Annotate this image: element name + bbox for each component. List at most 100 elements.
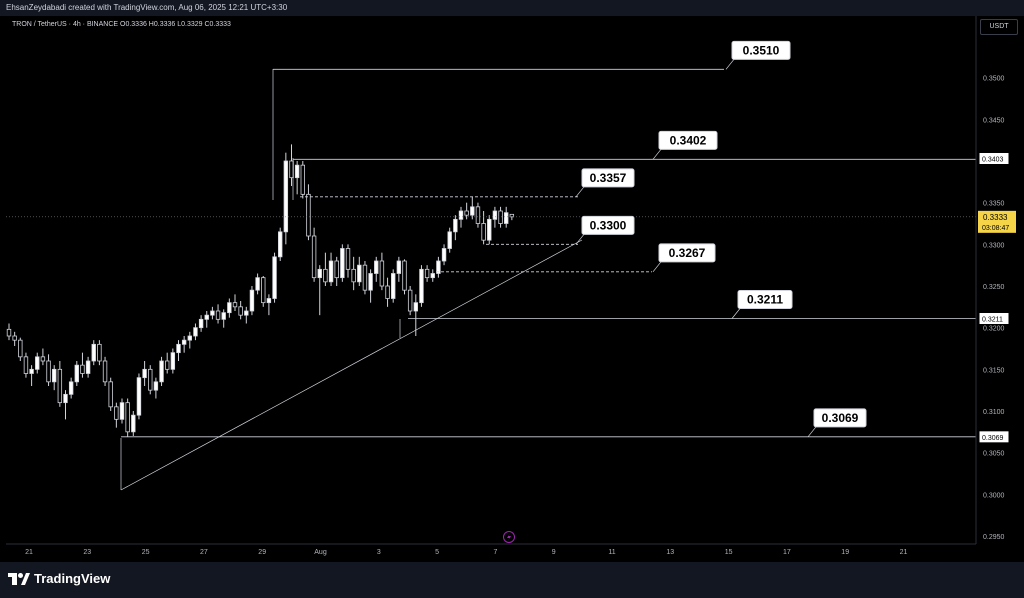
- candle-body: [503, 212, 509, 224]
- tradingview-logo-text: TradingView: [34, 571, 111, 586]
- candle-body: [35, 356, 40, 370]
- candle-body: [266, 298, 272, 304]
- symbol-info: TRON / TetherUS · 4h · BINANCE O0.3336 H…: [12, 21, 231, 28]
- level-label: 0.3267: [658, 243, 716, 263]
- candle-body: [68, 381, 74, 395]
- candle-body: [413, 302, 418, 312]
- candle-body: [102, 360, 108, 383]
- candle-body: [125, 402, 130, 433]
- candle-body: [430, 273, 435, 279]
- level-label-text: 0.3211: [747, 293, 783, 307]
- candle-body: [396, 260, 402, 274]
- candle-body: [238, 306, 243, 316]
- candle-body: [424, 268, 430, 279]
- callout-pointer: [807, 426, 817, 438]
- candle-body: [63, 393, 68, 404]
- current-price-box: [978, 210, 1016, 233]
- candle-body: [272, 256, 277, 299]
- axis-marker: 0.3069: [978, 430, 1010, 444]
- candle-body: [23, 356, 29, 374]
- candle-body: [277, 231, 283, 258]
- candles-layer: [6, 144, 515, 437]
- candle-body: [148, 368, 153, 391]
- callout-pointer: [575, 234, 585, 245]
- lightning-icon-circle: [503, 531, 515, 543]
- candle-body: [306, 193, 311, 237]
- candle-body: [57, 368, 63, 404]
- level-label: 0.3357: [581, 168, 635, 188]
- level-label-text: 0.3069: [822, 411, 859, 425]
- candle-body: [323, 268, 328, 283]
- candle-body: [470, 206, 475, 216]
- candle-body: [509, 213, 515, 218]
- candle-body: [227, 302, 232, 314]
- time-tick-label: 27: [200, 549, 208, 556]
- candle-body: [340, 248, 345, 279]
- price-tick-label: 0.3350: [983, 201, 1005, 208]
- tradingview-logo-icon: [8, 572, 30, 585]
- price-tick-label: 0.3150: [983, 367, 1005, 374]
- candle-body: [345, 248, 351, 270]
- candle-body: [249, 289, 255, 312]
- candle-body: [261, 277, 266, 304]
- time-tick-label: 29: [258, 549, 266, 556]
- candle-body: [317, 268, 322, 279]
- axis-marker-text: 0.3211: [982, 317, 1003, 324]
- trendline: [120, 239, 583, 491]
- axis-marker-box: [978, 152, 1010, 165]
- candle-body: [153, 381, 159, 391]
- candle-body: [475, 206, 481, 224]
- candle-body: [91, 343, 96, 362]
- time-tick-label: 19: [841, 549, 849, 556]
- level-label-text: 0.3357: [590, 171, 627, 185]
- level-label: 0.3402: [658, 130, 718, 150]
- time-tick-label: 7: [493, 549, 497, 556]
- level-label-box: [813, 408, 867, 428]
- time-tick-label: 21: [25, 549, 33, 556]
- current-price-tag: 0.3333 03:08:47: [978, 210, 1016, 233]
- credit-text: EhsanZeydabadi created with TradingView.…: [6, 3, 288, 12]
- price-tick-label: 0.3100: [983, 409, 1005, 416]
- current-price-value: 0.3333: [983, 213, 1008, 222]
- candle-body: [498, 210, 503, 224]
- candle-body: [215, 310, 221, 320]
- candle-body: [187, 335, 192, 341]
- callout-pointer: [731, 308, 741, 319]
- candle-body: [362, 264, 368, 291]
- candle-body: [436, 260, 441, 274]
- candle-body: [108, 381, 113, 408]
- axis-marker-text: 0.3069: [982, 435, 1004, 442]
- candle-body: [18, 339, 23, 358]
- currency-button[interactable]: USDT: [980, 19, 1018, 35]
- candle-body: [164, 360, 170, 370]
- candle-body: [85, 360, 91, 374]
- time-tick-label: 25: [142, 549, 150, 556]
- level-label-text: 0.3402: [670, 133, 707, 147]
- level-label-box: [581, 215, 635, 235]
- callout-pointer: [652, 149, 662, 160]
- candle-body: [204, 314, 209, 320]
- candle-body: [97, 343, 102, 362]
- level-label-box: [658, 243, 716, 263]
- level-label-text: 0.3300: [590, 218, 627, 232]
- price-tick-label: 0.3300: [983, 242, 1005, 249]
- candle-body: [487, 218, 492, 241]
- chart-area[interactable]: [6, 16, 976, 544]
- candle-body: [283, 160, 289, 233]
- axis-marker-box: [978, 312, 1010, 325]
- candle-body: [447, 231, 452, 249]
- candle-body: [12, 335, 17, 341]
- price-tick-label: 0.3450: [983, 117, 1005, 124]
- candle-body: [159, 360, 164, 383]
- candle-body: [210, 310, 215, 316]
- level-label-box: [737, 290, 793, 309]
- candle-body: [131, 414, 136, 433]
- candle-body: [193, 327, 198, 337]
- time-tick-label: 5: [435, 549, 439, 556]
- tradingview-logo[interactable]: TradingView: [8, 571, 110, 586]
- candle-body: [441, 248, 447, 262]
- candle-body: [29, 368, 34, 374]
- level-label-box: [731, 40, 791, 60]
- level-label: 0.3300: [581, 215, 635, 235]
